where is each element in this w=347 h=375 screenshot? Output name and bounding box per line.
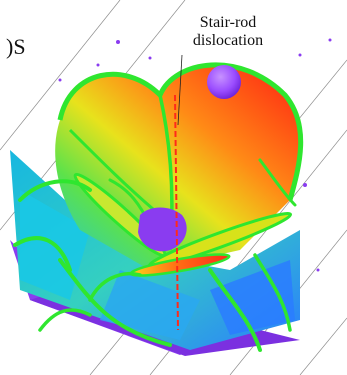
purple-sphere [207, 65, 241, 99]
stair-rod-dislocation [174, 94, 179, 331]
debris-particles [58, 38, 332, 272]
dislocation-lines [13, 158, 297, 352]
panel-label: )S [6, 34, 26, 59]
purple-cluster [138, 207, 187, 252]
annotation-line-2: dislocation [192, 32, 264, 49]
annotation-leader-line [177, 54, 183, 126]
stair-rod-annotation: Stair-rod dislocation [178, 14, 278, 50]
annotation-line-1: Stair-rod [199, 14, 257, 31]
